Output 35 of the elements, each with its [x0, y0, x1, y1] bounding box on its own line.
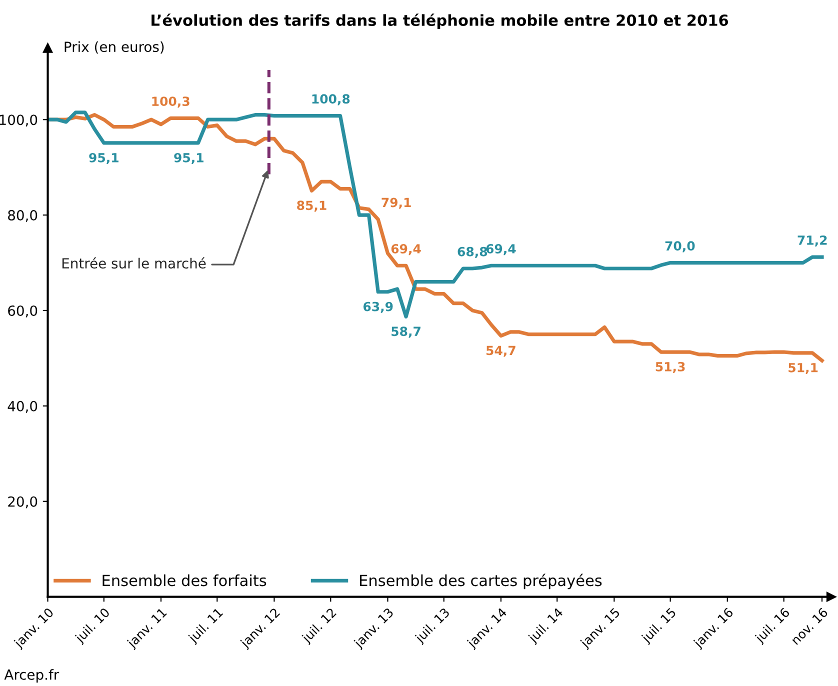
chart-title: L’évolution des tarifs dans la téléphonie mobile entre 2010 et 2016: [152, 14, 728, 29]
y-tick-label: 60,0: [8, 305, 38, 318]
x-tick-label: juil. 14: [527, 607, 566, 646]
x-tick-label: juil. 12: [300, 607, 338, 646]
data-label: 70,0: [665, 241, 695, 252]
data-label: 100,3: [152, 96, 190, 108]
text: Arcep.fr: [4, 669, 60, 683]
y-tick-label: 40,0: [8, 400, 38, 413]
x-tick-label: juil. 16: [754, 607, 792, 646]
data-label: 68,8: [458, 246, 488, 258]
x-tick-label: juil. 11: [187, 607, 225, 646]
data-label: 85,1: [297, 200, 326, 212]
data-label: 58,7: [392, 326, 420, 338]
data-label: 63,9: [363, 302, 393, 313]
x-tick-label: juil. 13: [414, 607, 452, 646]
x-tick-label: juil. 15: [640, 607, 678, 646]
data-label: 95,1: [89, 152, 118, 164]
data-label: 71,2: [798, 235, 827, 246]
x-tick-label: nov. 16: [790, 607, 828, 646]
data-label: 95,1: [174, 152, 204, 164]
y-tick-label: 20,0: [8, 496, 38, 508]
legend-label: Ensemble des cartes prépayées: [360, 574, 602, 590]
y-tick-label: 80,0: [8, 210, 38, 222]
data-label: 79,1: [382, 198, 411, 209]
y-tick-label: 100,0: [0, 114, 38, 126]
legend-label: Ensemble des forfaits: [102, 574, 266, 586]
data-label: 100,8: [312, 94, 350, 106]
annotation: Entrée sur le marché: [62, 257, 206, 269]
data-label: 69,4: [486, 244, 516, 256]
data-label: 69,4: [391, 244, 421, 256]
data-label: 54,7: [486, 346, 516, 357]
data-label: 51,1: [788, 363, 818, 374]
x-tick-label: juil. 10: [74, 607, 112, 646]
y-axis-title: Prix (en euros): [64, 41, 164, 54]
data-label: 51,3: [656, 362, 685, 374]
